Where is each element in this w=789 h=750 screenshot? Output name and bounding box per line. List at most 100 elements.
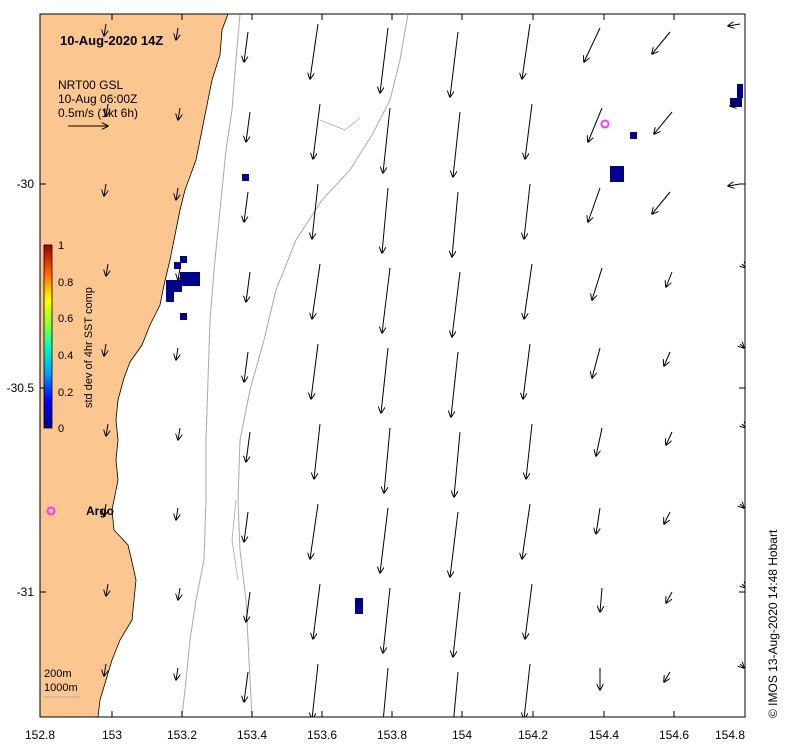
current-vector-arrow — [523, 343, 531, 399]
land-mass — [40, 14, 229, 717]
current-vector-arrow — [522, 23, 531, 79]
current-vector-arrow — [652, 191, 671, 214]
current-vector-arrow — [176, 507, 178, 520]
y-tick-label: -30.5 — [7, 381, 35, 395]
current-vector-arrow — [524, 663, 531, 717]
current-vectors — [104, 23, 745, 717]
current-vector-arrow — [525, 103, 533, 159]
current-vector-arrow — [664, 511, 671, 524]
current-vector-arrow — [728, 24, 741, 26]
current-vector-arrow — [584, 27, 601, 62]
current-vector-arrow — [176, 27, 178, 40]
current-vector-arrow — [383, 587, 391, 653]
current-vector-arrow — [178, 267, 180, 280]
current-vector-arrow — [104, 503, 106, 516]
current-vector-arrow — [380, 27, 389, 93]
contour-1000m — [237, 14, 409, 717]
current-vector-arrow — [178, 427, 180, 440]
current-vector-arrow — [450, 511, 459, 577]
current-vector-arrow — [312, 183, 319, 239]
current-vector-arrow — [522, 503, 531, 559]
current-vector-arrow — [383, 107, 391, 173]
y-tick-label: -31 — [17, 585, 35, 599]
current-vector-arrow — [588, 187, 601, 222]
current-vector-arrow — [664, 671, 671, 682]
current-vector-arrow — [381, 347, 389, 413]
argo-label: Argo — [86, 504, 114, 518]
current-vector-arrow — [524, 263, 533, 319]
current-vector-arrow — [246, 431, 251, 462]
current-vector-arrow — [742, 264, 745, 268]
current-vector-arrow — [654, 111, 673, 134]
current-vector-arrow — [313, 103, 321, 159]
current-vector-arrow — [666, 271, 673, 287]
argo-marker — [46, 506, 56, 516]
x-tick-label: 154.6 — [659, 728, 689, 742]
argo-float-offshore — [600, 119, 610, 129]
current-vector-arrow — [600, 587, 602, 612]
current-vector-arrow — [312, 263, 321, 319]
current-vector-arrow — [382, 267, 391, 333]
x-tick-label: 154 — [452, 728, 472, 742]
axis-ticks — [39, 14, 745, 717]
current-vector-arrow — [382, 187, 389, 253]
current-vector-arrow — [176, 347, 178, 360]
credit-text: © IMOS 13-Aug-2020 14:48 Hobart — [766, 529, 780, 718]
current-vector-arrow — [740, 344, 744, 348]
sst-patches — [166, 84, 743, 614]
current-vector-arrow — [592, 267, 603, 300]
colorbar-tick: 0.8 — [58, 277, 73, 289]
contour-1000m-inner — [231, 117, 361, 581]
current-vector-arrow — [525, 583, 533, 639]
current-vector-arrow — [524, 183, 531, 239]
depth-legend-deep: 1000m — [44, 682, 78, 694]
x-tick-label: 154.2 — [518, 728, 548, 742]
current-vector-arrow — [312, 663, 319, 717]
current-vector-arrow — [244, 31, 249, 62]
current-vector-arrow — [104, 183, 106, 196]
current-vector-arrow — [742, 424, 745, 428]
current-vector-arrow — [244, 191, 249, 222]
current-vector-arrow — [596, 507, 601, 534]
y-tick-label: -30 — [17, 177, 35, 191]
current-vector-arrow — [106, 263, 108, 276]
x-tick-label: 152.8 — [25, 728, 55, 742]
x-tick-label: 154.4 — [589, 728, 619, 742]
scale-label: 0.5m/s (1kt 6h) — [58, 106, 138, 120]
current-vector-arrow — [176, 667, 178, 680]
current-vector-arrow — [451, 351, 459, 417]
x-tick-label: 153.4 — [237, 728, 267, 742]
current-vector-arrow — [311, 343, 319, 399]
current-vector-arrow — [666, 431, 673, 445]
current-vector-arrow — [310, 503, 319, 559]
colorbar-ticks: 1 0.8 0.6 0.4 0.2 0 — [58, 240, 73, 435]
current-vector-arrow — [526, 423, 533, 479]
current-vector-arrow — [592, 347, 601, 378]
current-vector-arrow — [244, 511, 249, 542]
colorbar-label: std dev of 4hr SST comp — [83, 287, 95, 408]
current-vector-arrow — [740, 504, 744, 508]
current-vector-arrow — [728, 184, 741, 186]
current-vector-arrow — [742, 584, 745, 588]
y-tick-labels: -30 -30.5 -31 — [7, 177, 35, 599]
x-tick-label: 154.8 — [715, 728, 745, 742]
current-vector-arrow — [178, 587, 180, 600]
x-tick-label: 153.8 — [377, 728, 407, 742]
map-title: 10-Aug-2020 14Z — [60, 33, 163, 48]
contour-200m — [181, 14, 241, 717]
current-vector-arrow — [453, 671, 459, 717]
current-vector-arrow — [246, 591, 251, 622]
current-vector-arrow — [246, 271, 251, 302]
current-vector-arrow — [314, 423, 321, 479]
current-vector-arrow — [104, 23, 106, 36]
current-vector-arrow — [730, 104, 743, 106]
colorbar-tick: 0.4 — [58, 350, 73, 362]
current-vector-arrow — [244, 671, 249, 702]
product-time: 10-Aug 06:00Z — [58, 92, 137, 106]
x-tick-label: 153.2 — [167, 728, 197, 742]
current-vector-arrow — [652, 31, 671, 54]
x-tick-labels: 152.8 153 153.2 153.4 153.6 153.8 154 15… — [25, 728, 745, 742]
current-vector-arrow — [664, 351, 671, 366]
current-vector-arrow — [596, 427, 603, 456]
current-vector-arrow — [450, 31, 459, 97]
